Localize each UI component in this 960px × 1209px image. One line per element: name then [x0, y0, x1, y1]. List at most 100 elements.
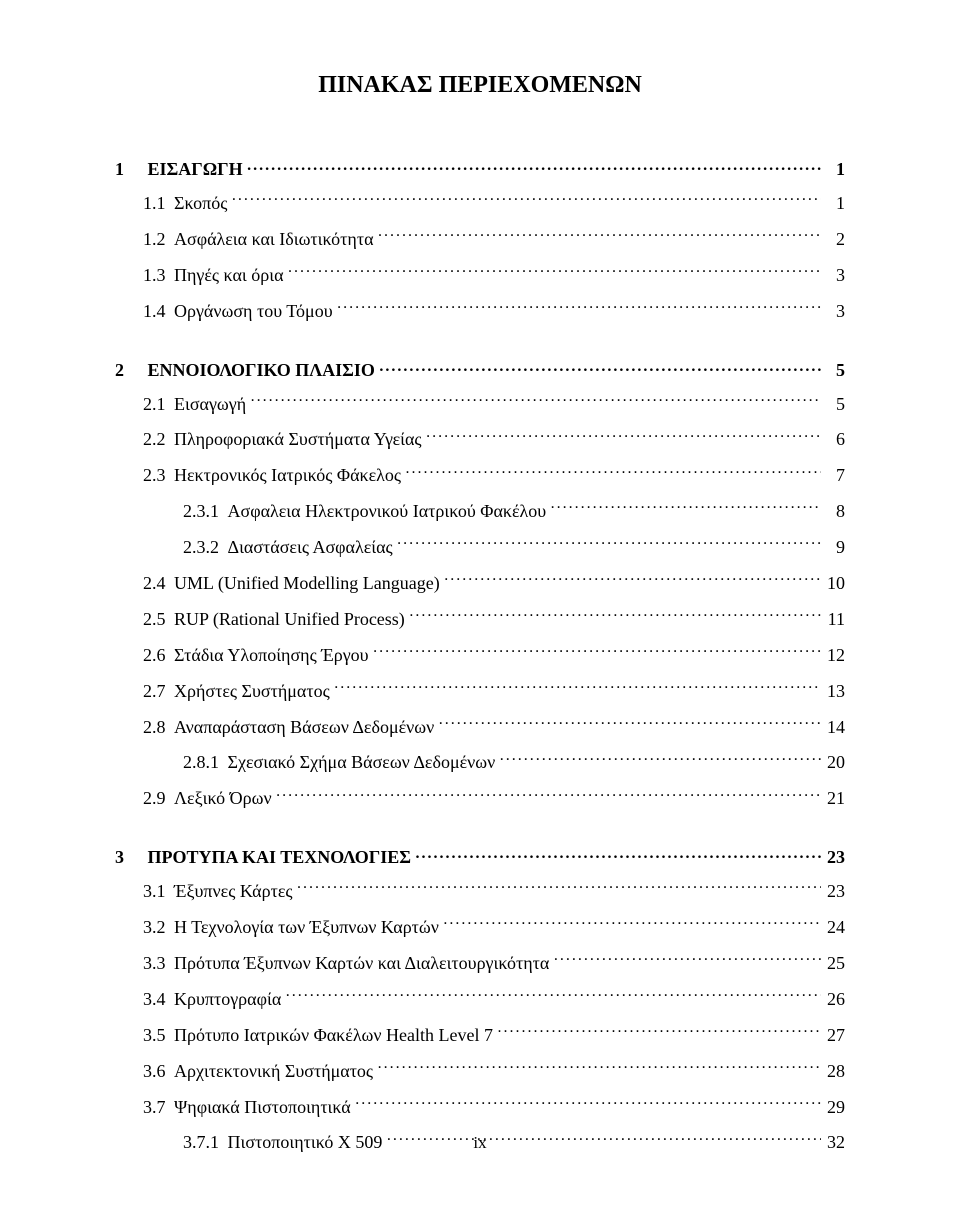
toc-entry: 3.2 Η Τεχνολογία των Έξυπνων Καρτών 24: [143, 914, 845, 942]
toc-entry-label: Εισαγωγή: [174, 391, 246, 419]
toc-entry-number: 1: [115, 159, 143, 180]
toc-entry-number: 1.3: [143, 262, 170, 290]
toc-entry-label: Διαστάσεις Ασφαλείας: [228, 534, 393, 562]
toc-leader-dots: [373, 643, 821, 661]
toc-entry-number: 3.5: [143, 1022, 170, 1050]
toc-leader-dots: [439, 715, 821, 733]
toc-leader-dots: [415, 845, 821, 863]
toc-entry-number: 3.2: [143, 914, 170, 942]
toc-entry-label: Πληροφοριακά Συστήματα Υγείας: [174, 426, 422, 454]
toc-entry-page: 2: [821, 226, 845, 254]
toc-entry-page: 11: [821, 606, 845, 634]
toc-entry: 2.9 Λεξικό Όρων 21: [143, 785, 845, 813]
toc-leader-dots: [232, 191, 821, 209]
toc-entry: 2.8 Αναπαράσταση Βάσεων Δεδομένων 14: [143, 714, 845, 742]
toc-entry-page: 23: [821, 878, 845, 906]
toc-entry: 2.6 Στάδια Υλοποίησης Έργου 12: [143, 642, 845, 670]
toc-leader-dots: [288, 263, 821, 281]
toc-entry: 2.3.1 Ασφαλεια Ηλεκτρονικού Ιατρικού Φακ…: [183, 498, 845, 526]
toc-entry-number: 1.4: [143, 298, 170, 326]
toc-leader-dots: [378, 1059, 821, 1077]
toc-entry: 1.4 Οργάνωση του Τόμου 3: [143, 298, 845, 326]
toc-entry-number: 2.8: [143, 714, 170, 742]
toc-entry: 3.7 Ψηφιακά Πιστοποιητικά 29: [143, 1094, 845, 1122]
toc-leader-dots: [554, 951, 821, 969]
toc-entry-label: ΠΡΟΤΥΠΑ ΚΑΙ ΤΕΧΝΟΛΟΓΙΕΣ: [148, 847, 411, 868]
toc-entry: 2 ΕΝΝΟΙΟΛΟΓΙΚΟ ΠΛΑΙΣΙΟ 5: [115, 358, 845, 381]
toc-entry: 2.8.1 Σχεσιακό Σχήμα Βάσεων Δεδομένων 20: [183, 749, 845, 777]
toc-entry-page: 1: [821, 190, 845, 218]
toc-entry-page: 21: [821, 785, 845, 813]
toc-entry-number: 3: [115, 847, 143, 868]
toc-entry-label: Πρότυπο Ιατρικών Φακέλων Health Level 7: [174, 1022, 493, 1050]
toc-entry-label: Ηεκτρονικός Ιατρικός Φάκελος: [174, 462, 401, 490]
toc-entry: 3.3 Πρότυπα Έξυπνων Καρτών και Διαλειτου…: [143, 950, 845, 978]
toc-entry-label: Σκοπός: [174, 190, 227, 218]
toc-entry-label: Ασφάλεια και Ιδιωτικότητα: [174, 226, 374, 254]
toc-entry: 1 ΕΙΣΑΓΩΓΗ 1: [115, 157, 845, 180]
toc-entry: 2.3 Ηεκτρονικός Ιατρικός Φάκελος 7: [143, 462, 845, 490]
toc-entry-label: Στάδια Υλοποίησης Έργου: [174, 642, 369, 670]
toc-entry-label: Λεξικό Όρων: [174, 785, 272, 813]
toc-entry-number: 2.3: [143, 462, 170, 490]
toc-entry-label: Χρήστες Συστήματος: [174, 678, 330, 706]
toc-entry-page: 23: [821, 847, 845, 868]
toc-entry-label: ΕΙΣΑΓΩΓΗ: [148, 159, 243, 180]
toc-leader-dots: [409, 607, 821, 625]
toc-entry-page: 27: [821, 1022, 845, 1050]
toc-entry-label: Αναπαράσταση Βάσεων Δεδομένων: [174, 714, 434, 742]
toc-entry-page: 28: [821, 1058, 845, 1086]
toc-entry-page: 29: [821, 1094, 845, 1122]
toc-entry-page: 12: [821, 642, 845, 670]
toc-entry-number: 2.3.2: [183, 534, 223, 562]
toc-leader-dots: [406, 463, 822, 481]
toc-leader-dots: [426, 427, 821, 445]
toc-entry: 1.2 Ασφάλεια και Ιδιωτικότητα 2: [143, 226, 845, 254]
toc-entry: 1.1 Σκοπός 1: [143, 190, 845, 218]
toc-entry-number: 3.4: [143, 986, 170, 1014]
toc-entry-label: Αρχιτεκτονική Συστήματος: [174, 1058, 373, 1086]
toc-entry: 2.4 UML (Unified Modelling Language) 10: [143, 570, 845, 598]
toc-entry-label: UML (Unified Modelling Language): [174, 570, 440, 598]
toc-entry: 2.5 RUP (Rational Unified Process) 11: [143, 606, 845, 634]
toc-leader-dots: [378, 227, 821, 245]
toc-entry-number: 2.6: [143, 642, 170, 670]
table-of-contents: 1 ΕΙΣΑΓΩΓΗ 11.1 Σκοπός 11.2 Ασφάλεια και…: [115, 157, 845, 1157]
toc-leader-dots: [444, 571, 821, 589]
toc-entry-number: 1.1: [143, 190, 170, 218]
toc-leader-dots: [297, 879, 821, 897]
toc-entry-number: 2.3.1: [183, 498, 223, 526]
toc-entry-number: 2.4: [143, 570, 170, 598]
toc-entry-label: Ψηφιακά Πιστοποιητικά: [174, 1094, 351, 1122]
toc-entry-label: Πρότυπα Έξυπνων Καρτών και Διαλειτουργικ…: [174, 950, 549, 978]
toc-entry-label: Κρυπτογραφία: [174, 986, 281, 1014]
toc-entry-label: Έξυπνες Κάρτες: [174, 878, 293, 906]
toc-entry-page: 25: [821, 950, 845, 978]
document-page: ΠΙΝΑΚΑΣ ΠΕΡΙΕΧΟΜΕΝΩΝ 1 ΕΙΣΑΓΩΓΗ 11.1 Σκο…: [0, 0, 960, 1209]
toc-entry-page: 26: [821, 986, 845, 1014]
toc-entry: 3.6 Αρχιτεκτονική Συστήματος 28: [143, 1058, 845, 1086]
toc-entry: 2.3.2 Διαστάσεις Ασφαλείας 9: [183, 534, 845, 562]
toc-entry: 3.1 Έξυπνες Κάρτες 23: [143, 878, 845, 906]
toc-entry-number: 2: [115, 360, 143, 381]
toc-entry: 1.3 Πηγές και όρια 3: [143, 262, 845, 290]
toc-entry-label: ΕΝΝΟΙΟΛΟΓΙΚΟ ΠΛΑΙΣΙΟ: [148, 360, 375, 381]
toc-entry-page: 20: [821, 749, 845, 777]
toc-entry-number: 1.2: [143, 226, 170, 254]
toc-entry-label: Ασφαλεια Ηλεκτρονικού Ιατρικού Φακέλου: [228, 498, 547, 526]
toc-entry-number: 3.7: [143, 1094, 170, 1122]
toc-entry-number: 2.5: [143, 606, 170, 634]
toc-entry-number: 2.1: [143, 391, 170, 419]
toc-leader-dots: [251, 392, 821, 410]
toc-entry-number: 3.1: [143, 878, 170, 906]
toc-entry-number: 2.8.1: [183, 749, 223, 777]
toc-entry: 2.1 Εισαγωγή 5: [143, 391, 845, 419]
toc-entry-page: 13: [821, 678, 845, 706]
toc-leader-dots: [334, 679, 821, 697]
toc-leader-dots: [276, 786, 821, 804]
toc-entry-page: 10: [821, 570, 845, 598]
toc-entry-page: 1: [821, 159, 845, 180]
toc-leader-dots: [443, 915, 821, 933]
toc-entry-page: 8: [821, 498, 845, 526]
toc-entry-label: Πηγές και όρια: [174, 262, 284, 290]
